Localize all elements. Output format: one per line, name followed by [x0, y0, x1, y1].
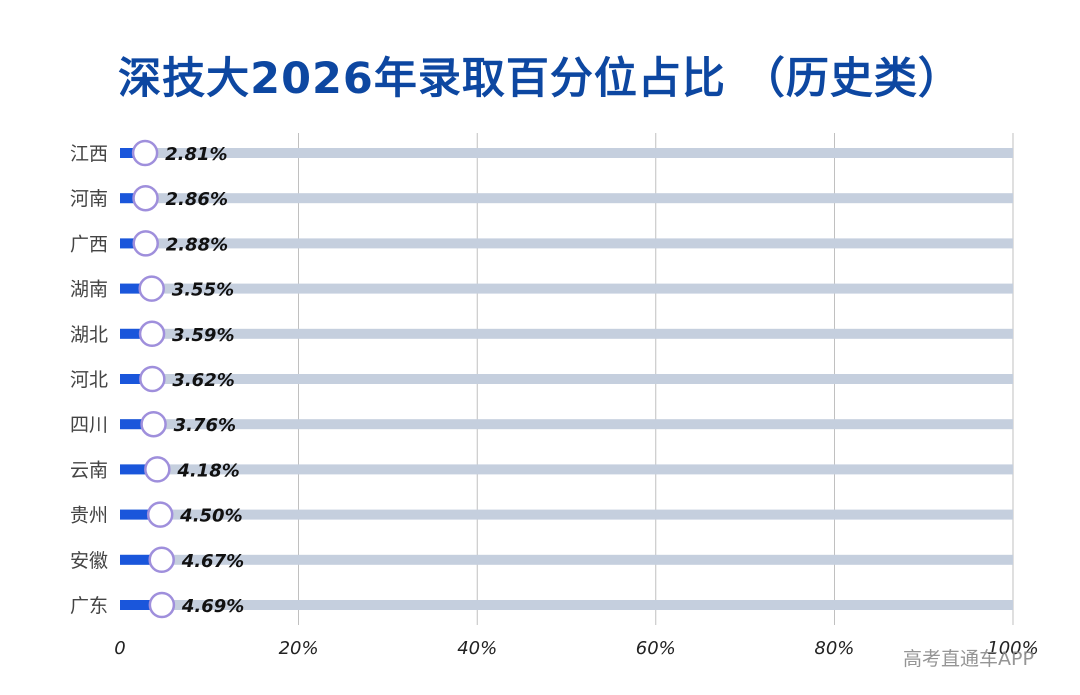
bar-track [120, 464, 1013, 475]
value-label: 4.67% [181, 551, 244, 572]
category-label: 四川 [70, 414, 108, 436]
bar-marker [140, 410, 167, 438]
bars [120, 139, 1013, 619]
bar-track [120, 374, 1013, 384]
bar [120, 600, 162, 610]
bar-marker [148, 591, 176, 619]
category-label: 广东 [70, 595, 108, 617]
bar-track [120, 419, 1013, 430]
value-label: 3.59% [172, 325, 234, 346]
bar-marker [144, 456, 171, 483]
bar-track [120, 283, 1013, 294]
x-tick-label: 20% [279, 638, 319, 659]
value-label: 2.86% [166, 189, 228, 210]
bar [120, 419, 154, 430]
bar-marker [138, 275, 165, 302]
value-label: 4.69% [181, 596, 244, 617]
bar-marker [131, 139, 159, 167]
category-label: 贵州 [70, 505, 108, 527]
value-label: 3.55% [172, 280, 234, 301]
category-label: 河南 [70, 188, 108, 210]
bar-marker [146, 501, 174, 528]
labels: 0 20% 40% 60% 80% 100% 江西 2.81% 河南 2.86% 广西 2.88% 湖南… [70, 143, 1039, 659]
bar-marker [138, 320, 166, 348]
bar-track [120, 554, 1013, 565]
value-label: 4.18% [176, 460, 239, 481]
watermark: 高考直通车APP [903, 648, 1034, 670]
bar-marker [139, 365, 166, 393]
bar-track [120, 600, 1013, 610]
bar-track [120, 148, 1013, 158]
category-label: 云南 [70, 459, 108, 481]
bar [120, 554, 162, 565]
bar-track [120, 328, 1013, 339]
bar-track [120, 193, 1013, 204]
bar-marker [132, 230, 159, 257]
bar-track [120, 509, 1013, 520]
value-label: 3.62% [172, 370, 234, 391]
bar [120, 374, 153, 384]
chart-title: 深技大2026年录取百分位占比 （历史类） [118, 54, 962, 104]
category-label: 江西 [70, 143, 108, 165]
category-label: 河北 [70, 369, 108, 391]
value-label: 4.50% [179, 506, 242, 527]
category-label: 湖北 [70, 324, 108, 346]
bar-track [120, 238, 1013, 249]
bar [120, 328, 153, 339]
x-tick-label: 0 [114, 638, 125, 659]
bar-marker [148, 546, 175, 574]
bar-marker [132, 184, 159, 212]
bar [120, 283, 152, 294]
x-tick-label: 60% [636, 638, 676, 659]
x-tick-label: 40% [457, 638, 497, 659]
category-label: 湖南 [70, 279, 108, 301]
bar [120, 509, 161, 520]
x-tick-label: 100% [987, 638, 1038, 659]
value-label: 3.76% [174, 415, 236, 436]
value-label: 2.81% [165, 144, 227, 165]
category-label: 安徽 [70, 550, 108, 572]
value-label: 2.88% [166, 234, 228, 255]
category-label: 广西 [70, 233, 108, 255]
bar [120, 464, 158, 475]
x-tick-label: 80% [814, 638, 854, 659]
